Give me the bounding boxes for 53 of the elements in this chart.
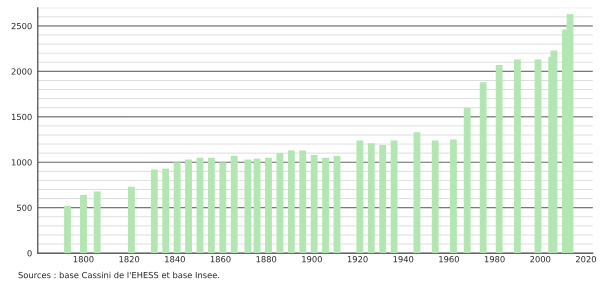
bar	[128, 186, 135, 254]
bar	[514, 60, 521, 254]
bar	[276, 153, 284, 254]
bar	[265, 158, 272, 254]
bar	[390, 140, 398, 254]
x-tick-label: 2000	[530, 256, 550, 262]
bar	[208, 158, 215, 254]
x-tick-label: 1900	[302, 256, 322, 262]
bar	[432, 140, 439, 254]
bar	[174, 162, 181, 254]
bar	[94, 191, 101, 254]
bar	[219, 162, 226, 254]
bar	[368, 143, 375, 254]
bar	[464, 108, 471, 254]
y-tick-label: 1500	[12, 114, 32, 120]
x-tick-label: 1940	[394, 256, 414, 262]
bar	[162, 168, 170, 254]
x-tick-label: 1800	[74, 256, 94, 262]
bar	[450, 140, 457, 254]
bar	[356, 140, 364, 254]
bar	[299, 150, 306, 254]
bar	[379, 144, 386, 254]
x-tick-label: 1920	[348, 256, 368, 262]
bar	[196, 158, 204, 254]
y-tick-label: 1000	[12, 159, 32, 166]
bar	[64, 206, 71, 254]
x-tick-label: 1980	[484, 256, 505, 262]
bar	[185, 160, 192, 254]
y-tick-label: 500	[16, 204, 32, 211]
bar	[310, 154, 318, 254]
x-tick-label: 2020	[576, 256, 596, 262]
x-tick-label: 1880	[256, 256, 276, 262]
x-tick-label: 1840	[165, 256, 185, 262]
y-tick-label: 2000	[12, 68, 32, 75]
x-tick-label: 1960	[439, 256, 459, 262]
bar	[230, 156, 238, 254]
bar	[414, 132, 420, 254]
bar	[496, 65, 503, 254]
bar	[480, 82, 487, 254]
bar	[288, 150, 295, 254]
bar	[254, 158, 260, 254]
y-tick-label: 0	[27, 250, 32, 256]
bar	[322, 158, 330, 254]
source-note: Sources : base Cassini de l'EHESS et base Insee.	[18, 272, 220, 278]
y-tick-label: 2500	[12, 22, 32, 30]
bar	[80, 194, 87, 254]
bar	[550, 50, 558, 254]
bar	[334, 156, 340, 254]
x-tick-label: 1820	[119, 256, 140, 262]
bar	[150, 170, 158, 254]
bar	[244, 160, 252, 254]
bar	[534, 60, 542, 254]
x-tick-label: 1860	[210, 256, 231, 262]
